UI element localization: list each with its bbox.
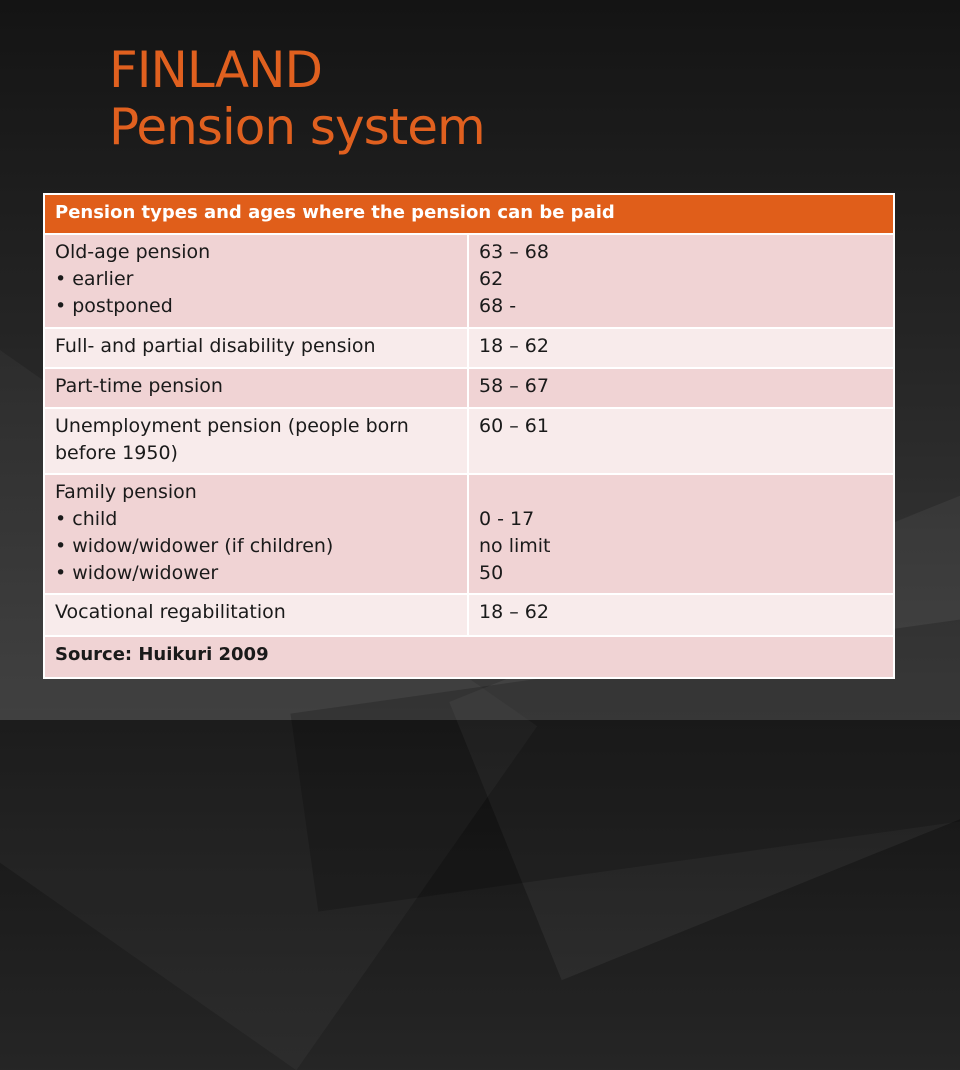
pension-type-line: Old-age pension — [55, 241, 211, 263]
pension-age-line: 58 – 67 — [479, 375, 549, 397]
pension-age-line: 18 – 62 — [479, 601, 549, 623]
pension-type-cell: Vocational regabilitation — [43, 593, 469, 637]
pension-table: Pension types and ages where the pension… — [43, 193, 895, 679]
pension-type-line: • child — [55, 508, 118, 530]
pension-type-line: Family pension — [55, 481, 197, 503]
pension-age-cell: 58 – 67 — [467, 367, 895, 409]
pension-type-line: • widow/widower — [55, 562, 219, 584]
pension-age-line: 68 - — [479, 295, 517, 317]
table-row: Part-time pension 58 – 67 — [43, 367, 895, 409]
pension-type-line: Unemployment pension (people born before… — [55, 415, 409, 464]
table-header-row: Pension types and ages where the pension… — [43, 193, 895, 235]
pension-type-line: • postponed — [55, 295, 173, 317]
table-row: Vocational regabilitation 18 – 62 — [43, 593, 895, 637]
slide-title-line-2: Pension system — [109, 98, 486, 156]
pension-age-line: 0 - 17 — [479, 508, 535, 530]
pension-type-cell: Unemployment pension (people born before… — [43, 407, 469, 475]
pension-age-cell: 18 – 62 — [467, 327, 895, 369]
table-row: Full- and partial disability pension 18 … — [43, 327, 895, 369]
pension-age-line: 18 – 62 — [479, 335, 549, 357]
pension-type-cell: Part-time pension — [43, 367, 469, 409]
pension-age-cell: 63 – 68 62 68 - — [467, 233, 895, 329]
pension-type-line: Vocational regabilitation — [55, 601, 286, 623]
table-row: Unemployment pension (people born before… — [43, 407, 895, 475]
pension-age-line: 60 – 61 — [479, 415, 549, 437]
pension-type-line: • widow/widower (if children) — [55, 535, 334, 557]
table-header-cell: Pension types and ages where the pension… — [43, 193, 895, 235]
table-source-row: Source: Huikuri 2009 — [43, 635, 895, 679]
pension-age-cell: 0 - 17 no limit 50 — [467, 473, 895, 595]
pension-age-cell: 60 – 61 — [467, 407, 895, 475]
table-row: Old-age pension • earlier • postponed 63… — [43, 233, 895, 329]
pension-type-line: Part-time pension — [55, 375, 223, 397]
pension-age-line: no limit — [479, 535, 551, 557]
pension-age-line: 62 — [479, 268, 504, 290]
pension-type-cell: Full- and partial disability pension — [43, 327, 469, 369]
pension-age-cell: 18 – 62 — [467, 593, 895, 637]
pension-type-cell: Old-age pension • earlier • postponed — [43, 233, 469, 329]
slide-title: FINLAND Pension system — [109, 41, 486, 156]
table-source-cell: Source: Huikuri 2009 — [43, 635, 895, 679]
slide-title-line-1: FINLAND — [109, 41, 323, 99]
table-row: Family pension • child • widow/widower (… — [43, 473, 895, 595]
pension-type-line: • earlier — [55, 268, 134, 290]
pension-type-cell: Family pension • child • widow/widower (… — [43, 473, 469, 595]
pension-type-line: Full- and partial disability pension — [55, 335, 376, 357]
pension-age-line: 63 – 68 — [479, 241, 549, 263]
pension-age-line: 50 — [479, 562, 504, 584]
